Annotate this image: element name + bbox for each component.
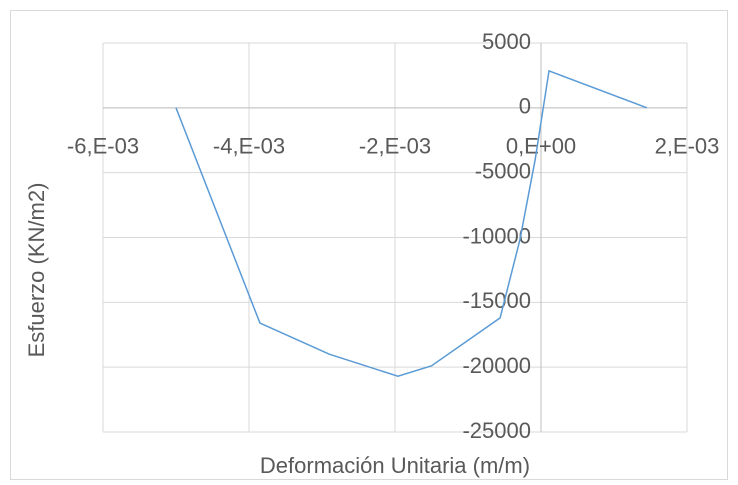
y-axis-title: Esfuerzo (KN/m2) xyxy=(24,183,49,358)
y-tick-label: 0 xyxy=(519,94,531,119)
y-tick-label: -25000 xyxy=(462,418,531,443)
x-tick-label: -4,E-03 xyxy=(213,134,285,159)
y-tick-label: 5000 xyxy=(482,29,531,54)
x-tick-label: -6,E-03 xyxy=(67,134,139,159)
x-tick-label: 0,E+00 xyxy=(506,134,576,159)
x-tick-label: -2,E-03 xyxy=(359,134,431,159)
x-tick-label: 2,E-03 xyxy=(655,134,720,159)
y-tick-label: -5000 xyxy=(475,158,531,183)
chart-border xyxy=(10,10,728,480)
y-tick-label: -20000 xyxy=(462,353,531,378)
data-line xyxy=(175,69,648,378)
y-tick-label: -15000 xyxy=(462,288,531,313)
x-axis-title: Deformación Unitaria (m/m) xyxy=(260,453,530,478)
y-tick-label: -10000 xyxy=(462,223,531,248)
